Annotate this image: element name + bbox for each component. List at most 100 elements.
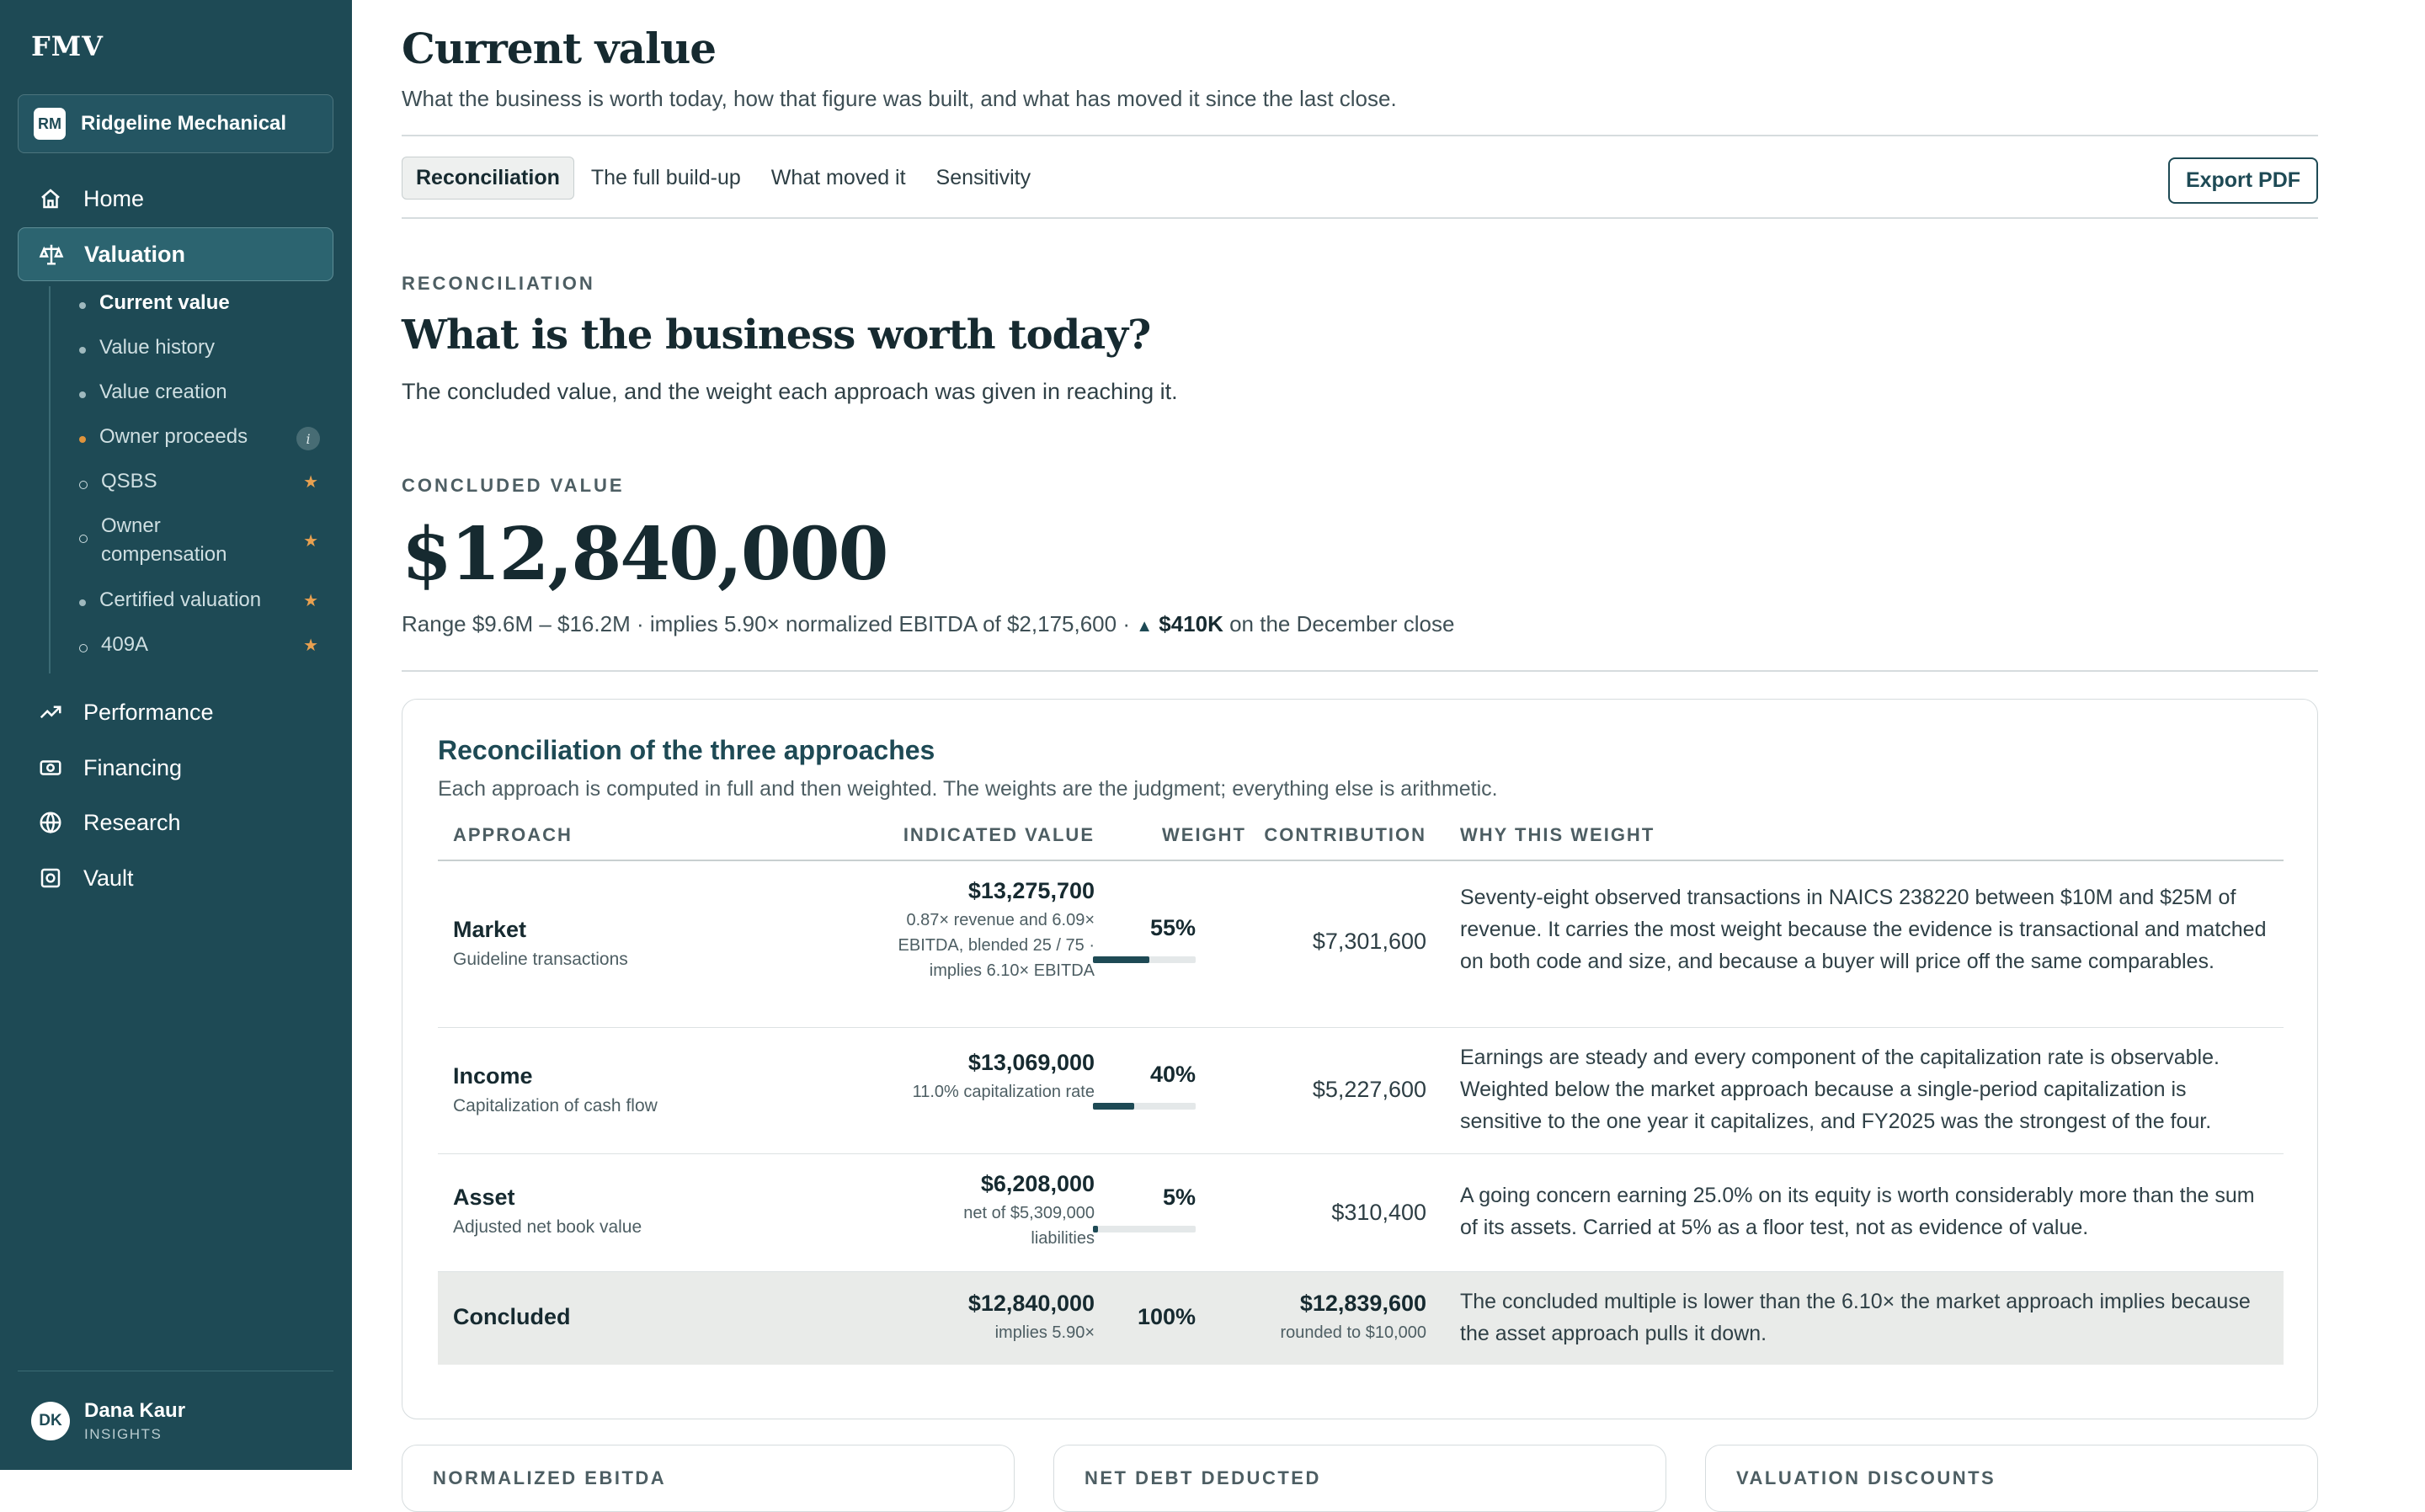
sidebar-item-valuation[interactable]: Valuation [18, 227, 333, 281]
subnav-item-value-creation[interactable]: Value creation [51, 381, 337, 407]
tab-reconciliation[interactable]: Reconciliation [402, 157, 574, 200]
concluded-value: $12,840,000 [402, 512, 888, 597]
tab-what-moved-it[interactable]: What moved it [770, 166, 906, 189]
user-profile[interactable]: DK Dana Kaur INSIGHTS [31, 1399, 185, 1443]
weight-bar [1093, 1103, 1196, 1110]
divider [402, 670, 2318, 672]
weight-value: 100% [1137, 1304, 1196, 1329]
weight-rationale: Seventy-eight observed transactions in N… [1460, 886, 2267, 973]
tab-sensitivity[interactable]: Sensitivity [935, 166, 1031, 189]
bullet-icon [79, 302, 86, 309]
sidebar-item-label: Home [83, 185, 145, 211]
contribution-value: $5,227,600 [1312, 1077, 1426, 1102]
subnav-item-owner-compensation[interactable]: Owner compensation ★ [51, 514, 337, 569]
indicated-value-note: implies 5.90× [994, 1323, 1095, 1342]
table-row: Asset Adjusted net book value $6,208,000… [438, 1154, 2284, 1272]
bullet-icon [79, 347, 86, 354]
brand-logo[interactable]: FMV [31, 30, 104, 62]
weight-rationale: A going concern earning 25.0% on its equ… [1460, 1184, 2255, 1239]
indicated-value: $6,208,000 [980, 1171, 1095, 1196]
bullet-icon [79, 599, 86, 606]
sidebar-item-label: Valuation [84, 241, 186, 267]
col-header-approach: APPROACH [453, 824, 573, 845]
table-row: Income Capitalization of cash flow $13,0… [438, 1028, 2284, 1154]
sidebar-item-performance[interactable]: Performance [18, 685, 333, 739]
trend-up-icon [40, 705, 61, 719]
valuation-subnav: Current value Value history Value creati… [49, 286, 335, 673]
indicated-value-note: 11.0% capitalization rate [912, 1083, 1095, 1101]
normalized-ebitda-card[interactable]: NORMALIZED EBITDA [402, 1445, 1015, 1512]
star-icon: ★ [303, 636, 318, 655]
contribution-value: $12,839,600 [1299, 1291, 1426, 1316]
subnav-item-409a[interactable]: 409A ★ [51, 633, 337, 659]
sidebar-item-research[interactable]: Research [18, 796, 333, 849]
row-divider [438, 1270, 2284, 1272]
range-text: Range $9.6M – $16.2M · implies 5.90× nor… [402, 611, 1137, 636]
weight-rationale: Earnings are steady and every component … [1460, 1046, 2220, 1133]
sidebar-item-vault[interactable]: Vault [18, 851, 333, 905]
change-text: on the December close [1223, 611, 1455, 636]
indicated-value-note: net of $5,309,000 liabilities [963, 1204, 1095, 1248]
card-subtitle: Each approach is computed in full and th… [438, 777, 1498, 801]
section-subtitle: The concluded value, and the weight each… [402, 379, 1178, 404]
section-eyebrow: RECONCILIATION [402, 273, 595, 294]
bullet-icon [79, 391, 86, 398]
company-switcher[interactable]: RM Ridgeline Mechanical [18, 94, 333, 153]
contribution-value: $7,301,600 [1312, 929, 1426, 954]
subnav-item-certified-valuation[interactable]: Certified valuation ★ [51, 588, 337, 615]
vault-icon [40, 868, 61, 888]
net-debt-card[interactable]: NET DEBT DEDUCTED [1053, 1445, 1666, 1512]
page-subtitle: What the business is worth today, how th… [402, 86, 1397, 111]
card-eyebrow: VALUATION DISCOUNTS [1736, 1467, 1996, 1488]
avatar: DK [31, 1402, 70, 1440]
table-row-concluded: Concluded $12,840,000 implies 5.90× 100%… [438, 1272, 2284, 1365]
weight-bar-fill [1093, 956, 1150, 963]
col-header-contribution: CONTRIBUTION [1264, 824, 1426, 845]
weight-rationale: The concluded multiple is lower than the… [1460, 1290, 2251, 1345]
weight-value: 40% [1149, 1062, 1196, 1087]
tab-bar: Reconciliation The full build-up What mo… [402, 157, 1061, 200]
valuation-discounts-card[interactable]: VALUATION DISCOUNTS [1705, 1445, 2318, 1512]
divider [402, 135, 2318, 136]
sidebar-item-label: Research [83, 809, 181, 835]
star-icon: ★ [303, 473, 318, 492]
tab-full-build-up[interactable]: The full build-up [590, 166, 741, 189]
card-title: Reconciliation of the three approaches [438, 735, 935, 765]
row-divider [438, 1026, 2284, 1028]
indicated-value-note: 0.87× revenue and 6.09× EBITDA, blended … [898, 911, 1095, 980]
sidebar-item-financing[interactable]: Financing [18, 741, 333, 795]
company-initials: RM [34, 108, 66, 140]
subnav-item-current-value[interactable]: Current value [51, 291, 337, 317]
sidebar-item-label: Vault [83, 865, 134, 891]
weight-bar-fill [1093, 1103, 1134, 1110]
banknote-icon [40, 760, 61, 775]
approach-method: Adjusted net book value [453, 1217, 642, 1237]
row-divider [438, 1153, 2284, 1154]
reconciliation-card: Reconciliation of the three approaches E… [402, 699, 2318, 1419]
approach-name: Income [453, 1063, 533, 1089]
weight-bar-fill [1093, 1226, 1099, 1232]
user-role: INSIGHTS [84, 1426, 163, 1442]
approach-name: Concluded [453, 1304, 571, 1329]
sidebar: FMV RM Ridgeline Mechanical Home Valuati… [0, 0, 352, 1470]
value-range-summary: Range $9.6M – $16.2M · implies 5.90× nor… [402, 611, 1454, 637]
sidebar-item-home[interactable]: Home [18, 172, 333, 226]
col-header-why: WHY THIS WEIGHT [1460, 824, 1655, 845]
section-title: What is the business worth today? [402, 311, 1151, 359]
indicated-value: $12,840,000 [967, 1291, 1095, 1316]
divider [402, 217, 2318, 219]
ring-bullet-icon [79, 535, 88, 543]
subnav-item-value-history[interactable]: Value history [51, 336, 337, 362]
indicated-value: $13,069,000 [967, 1050, 1095, 1075]
home-icon [41, 189, 60, 209]
globe-icon [40, 812, 61, 834]
sidebar-item-label: Financing [83, 754, 183, 780]
export-pdf-button[interactable]: Export PDF [2168, 157, 2318, 204]
scale-icon [39, 244, 64, 265]
approach-method: Capitalization of cash flow [453, 1096, 658, 1115]
subnav-item-owner-proceeds[interactable]: Owner proceeds i [51, 425, 337, 451]
subnav-item-qsbs[interactable]: QSBS ★ [51, 470, 337, 496]
company-name: Ridgeline Mechanical [81, 112, 287, 135]
info-icon[interactable]: i [296, 427, 320, 450]
star-icon: ★ [303, 592, 318, 610]
